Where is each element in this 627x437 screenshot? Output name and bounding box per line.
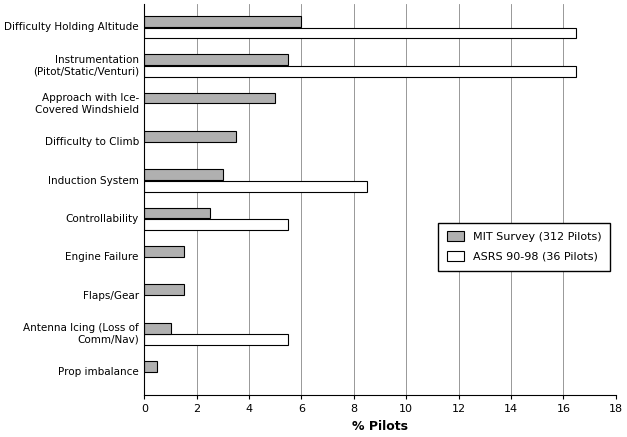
Bar xyxy=(144,246,184,257)
Bar xyxy=(144,16,302,27)
Bar xyxy=(144,323,171,333)
Bar xyxy=(144,170,223,180)
Bar xyxy=(144,131,236,142)
Bar xyxy=(144,284,184,295)
Bar xyxy=(144,28,576,38)
Bar xyxy=(144,93,275,104)
X-axis label: % Pilots: % Pilots xyxy=(352,420,408,433)
Bar xyxy=(144,66,576,76)
Bar xyxy=(144,334,288,345)
Bar xyxy=(144,208,210,218)
Bar xyxy=(144,361,157,372)
Bar xyxy=(144,181,367,192)
Bar xyxy=(144,54,288,65)
Legend: MIT Survey (312 Pilots), ASRS 90-98 (36 Pilots): MIT Survey (312 Pilots), ASRS 90-98 (36 … xyxy=(438,222,610,271)
Bar xyxy=(144,219,288,230)
